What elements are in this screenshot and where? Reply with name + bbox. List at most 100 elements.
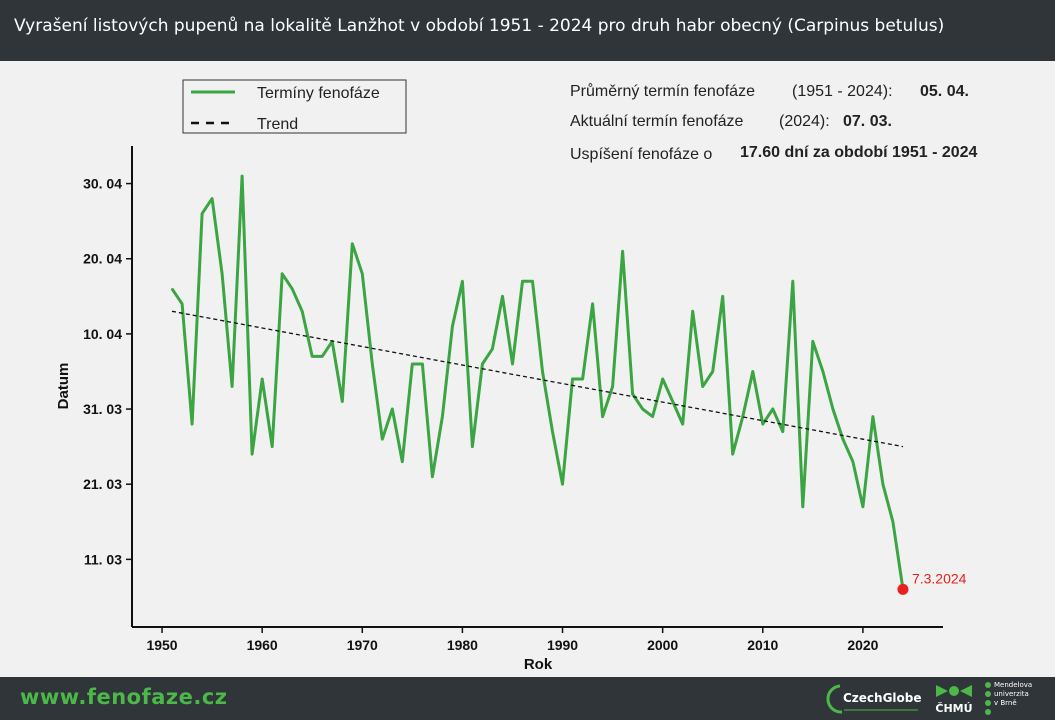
data-point [591,303,594,305]
data-point [892,520,894,523]
x-tick-label: 2000 [647,637,678,653]
avg-value: 05. 04. [920,83,969,100]
data-point [471,445,474,448]
data-point [221,272,223,275]
data-point [661,378,664,380]
czechglobe-text: CzechGlobe [843,691,922,705]
data-point [731,453,734,455]
data-point [381,438,384,440]
data-point [832,408,834,410]
current-label: Aktuální termín fenofáze [570,113,744,130]
legend-series-label: Termíny fenofáze [257,85,380,102]
avg-period: (1951 - 2024): [792,83,893,100]
mendelu-line-3: v Brně [994,699,1017,707]
data-point [391,408,394,410]
data-point [211,197,213,200]
x-tick-label: 1960 [247,637,278,653]
data-point [321,355,324,358]
mendelu-logo: Mendelova univerzita v Brně [984,680,1050,718]
data-point [771,408,774,410]
x-tick-label: 1970 [347,637,378,653]
avg-label: Průměrný termín fenofáze [570,82,755,100]
mendelu-line-1: Mendelova [994,681,1033,689]
data-point [872,415,874,418]
chmu-mark-icon [936,685,972,697]
data-point [671,400,674,403]
data-point [451,325,454,328]
data-point [802,505,804,508]
data-point [882,483,884,486]
y-tick-label: 10. 04 [83,326,122,342]
data-point [701,385,704,388]
y-tick-label: 20. 04 [83,251,122,267]
czechglobe-swoosh-icon [826,684,918,714]
data-point [231,385,233,388]
data-point [761,423,764,425]
y-tick-label: 30. 04 [83,176,122,192]
x-tick-label: 2010 [747,637,778,653]
data-point [541,370,544,373]
chmu-logo: ČHMÚ [930,681,978,717]
data-point [251,453,253,455]
data-point [651,415,654,418]
data-point [601,415,604,418]
data-point [721,295,724,298]
data-point [421,363,424,365]
data-point [441,415,444,418]
data-point [521,280,524,283]
data-point [281,272,283,275]
x-tick-label: 1990 [547,637,578,653]
legend-trend-label: Trend [257,116,298,133]
x-tick-label: 2020 [847,637,878,653]
data-point [371,363,374,365]
data-point [461,280,464,283]
data-point [291,287,293,290]
shift-label: Uspíšení fenofáze o [570,146,712,163]
page-title: Vyrašení listových pupenů na lokalitě La… [14,16,945,36]
site-link[interactable]: www.fenofaze.cz [20,685,228,709]
shift-value: 17.60 dní za období 1951 - 2024 [740,144,978,161]
y-tick-label: 31. 03 [83,401,122,417]
data-point [241,175,243,177]
data-point [341,400,344,403]
chmu-text: ČHMÚ [935,702,973,715]
data-point [411,363,414,365]
x-axis-ticks: 1950 1960 1970 1980 1990 2000 2010 2020 [146,627,879,653]
czechglobe-logo: CzechGlobe [826,682,926,716]
data-point [531,280,534,283]
latest-point-marker [897,583,909,595]
data-point [431,475,434,478]
data-point [551,430,554,433]
data-point [822,370,824,373]
stats-block: Průměrný termín fenofáze (1951 - 2024): … [570,82,978,163]
data-point [171,287,173,290]
footer-bar: www.fenofaze.cz CzechGlobe ČHMÚ Mendelov… [0,677,1055,720]
x-tick-label: 1980 [447,637,478,653]
data-point [741,415,744,418]
phenophase-series-line [170,174,905,590]
data-point [271,445,273,448]
data-point [862,505,864,508]
y-axis-ticks: 11. 03 21. 03 31. 03 10. 04 20. 04 30. 04 [83,176,132,567]
phenology-line-chart: Termíny fenofáze Trend Průměrný termín f… [55,79,978,673]
x-axis-label: Rok [524,656,553,673]
y-tick-label: 21. 03 [83,476,122,492]
data-point [711,370,714,373]
data-point [641,408,644,410]
x-tick-label: 1950 [146,637,177,653]
data-point [261,378,263,380]
legend-frame [182,79,407,134]
data-point [751,370,754,373]
data-point [631,393,634,395]
data-point [401,460,404,463]
legend: Termíny fenofáze Trend [182,79,407,134]
data-point [681,423,684,425]
data-point [581,378,584,380]
data-point [782,430,784,433]
data-point [361,272,364,275]
data-point [561,483,564,486]
data-point [812,340,814,343]
data-point [351,242,354,245]
data-point [511,363,514,365]
annotation-layer: 7.3.2024 [897,570,967,595]
